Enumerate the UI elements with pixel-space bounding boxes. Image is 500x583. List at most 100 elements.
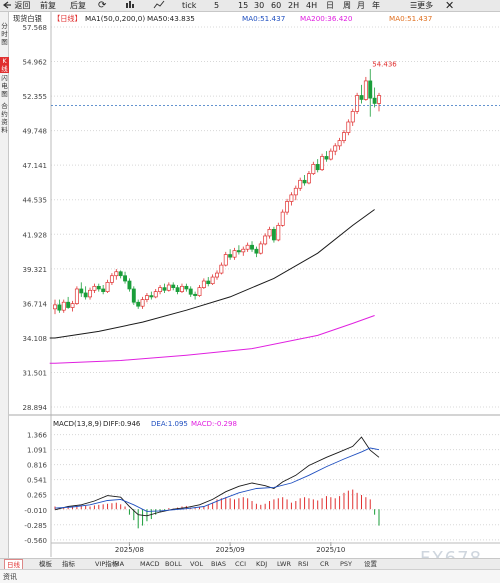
indicator-tab-1[interactable]: 模板 [39,560,52,568]
candle-body-10 [96,285,101,290]
candle-body-36 [210,276,215,285]
candle-body-42 [236,250,241,253]
candle-body-73 [372,97,377,104]
candle-body-35 [206,280,211,285]
candle-body-22 [149,295,154,298]
candle-body-29 [180,285,184,292]
x-label-2: 2025/10 [316,546,345,554]
period-button-2[interactable]: 15 [238,1,249,10]
candle-body-57 [302,179,307,184]
candlestick-icon [126,1,134,8]
side-tab-3[interactable]: 合约资料 [1,102,8,134]
chart-panel[interactable]: 现货白银 【日线】 MA1(50,0,200,0) MA50:43.835 MA0:51… [9,12,500,557]
macd-y-tick-6: -0.285 [24,522,47,530]
indicator-tab-6[interactable]: BOLL [165,560,182,568]
period-button-8[interactable]: 周 [343,1,351,10]
period-button-10[interactable]: 年 [372,1,380,10]
candle-body-34 [201,280,206,288]
back-button[interactable]: 返回 [2,0,31,12]
candle-body-11 [101,288,106,292]
line-chart-icon [153,0,165,9]
indicator-tab-2[interactable]: 指标 [62,560,75,568]
indicator-tab-13[interactable]: CR [320,560,330,568]
y-tick-0: 57.568 [23,24,48,32]
prev-adjust-button[interactable]: 前复 [40,1,56,10]
header-legend-6: MA0:51.437 [389,14,432,23]
indicator-tab-bar: 日线 模板 指标 VIP指标 MA MACD BOLL VOL BIAS CCI KDJ LWR RSI… [0,558,500,570]
macd-dif-line [54,436,380,517]
close-icon[interactable]: ✕ [445,0,455,12]
candle-body-27 [171,284,176,288]
candle-body-58 [306,173,311,184]
candle-body-20 [140,299,145,307]
header-legend-4: MA0:51.437 [242,14,285,23]
refresh-icon[interactable]: ⟳ [98,0,107,11]
macd-dea-label: DEA:1.095 [151,420,188,428]
candle-body-13 [109,275,114,283]
y-tick-4: 47.141 [23,162,48,170]
indicator-tab-5[interactable]: MACD [140,560,160,568]
status-text: 资讯 [3,573,17,581]
header-legend-0: 现货白银 [13,14,42,23]
macd-y-tick-0: 1.366 [27,432,48,440]
candle-body-8 [88,289,92,298]
more-label: 更多 [417,1,434,10]
candle-body-62 [324,156,329,160]
indicator-tab-9[interactable]: CCI [235,560,246,568]
y-tick-10: 31.501 [23,369,48,377]
indicator-tab-8[interactable]: BIAS [211,560,226,568]
candle-body-7 [83,292,88,298]
candle-body-67 [346,121,351,133]
candle-body-4 [70,303,75,308]
candle-body-61 [320,156,325,171]
indicator-tab-12[interactable]: RSI [298,560,309,568]
period-button-0[interactable]: tick [182,1,197,10]
period-button-3[interactable]: 30 [254,1,265,10]
candle-body-52 [280,211,285,226]
x-label-1: 2025/09 [216,546,245,554]
candle-body-30 [184,285,189,290]
side-tab-0[interactable]: 分时图 [1,22,8,46]
period-button-1[interactable]: 5 [214,1,220,10]
more-button[interactable]: ☰更多 [410,0,433,12]
candle-body-26 [166,284,171,291]
indicator-tab-4[interactable]: MA [114,560,125,568]
candle-body-63 [328,150,333,160]
side-tab-2[interactable]: 闪电图 [1,74,8,98]
next-adjust-button[interactable]: 后复 [70,1,86,10]
indicator-tab-15[interactable]: 设置 [364,560,377,568]
indicator-tab-11[interactable]: LWR [277,560,291,568]
candle-body-40 [228,254,233,258]
back-label: 返回 [14,1,31,10]
indicator-tab-10[interactable]: KDJ [256,560,268,568]
indicator-tab-3[interactable]: VIP指标 [95,560,119,568]
y-tick-11: 28.894 [23,404,48,412]
macd-dea-line [54,447,380,512]
back-arrow-icon [3,1,11,9]
period-button-9[interactable]: 月 [357,1,365,10]
y-tick-7: 39.321 [23,266,48,274]
period-button-7[interactable]: 日 [326,1,334,10]
candle-body-3 [66,301,71,308]
indicator-tab-7[interactable]: VOL [190,560,204,568]
ma200-line [49,315,375,364]
candle-body-59 [311,164,316,175]
candle-body-66 [342,132,346,141]
candle-body-23 [153,291,158,298]
candle-body-64 [333,145,338,152]
indicator-tab-14[interactable]: PSY [340,560,353,568]
period-button-4[interactable]: 60 [271,1,282,10]
candle-style-icon[interactable] [125,0,135,12]
period-button-5[interactable]: 2H [288,1,300,10]
line-style-icon[interactable] [153,0,165,12]
candle-body-56 [298,179,303,189]
candle-body-17 [127,280,132,290]
candle-body-33 [197,287,202,296]
candle-body-16 [123,275,128,282]
menu-icon: ☰ [410,1,418,10]
kline-chart[interactable]: 现货白银 【日线】 MA1(50,0,200,0) MA50:43.835 MA0:51… [9,12,500,557]
side-tab-bar: 分时图 K线图 闪电图合约资料 [0,12,9,572]
side-tab-1[interactable]: K线图 [0,57,9,81]
y-tick-9: 34.108 [23,335,48,343]
period-button-6[interactable]: 4H [306,1,318,10]
